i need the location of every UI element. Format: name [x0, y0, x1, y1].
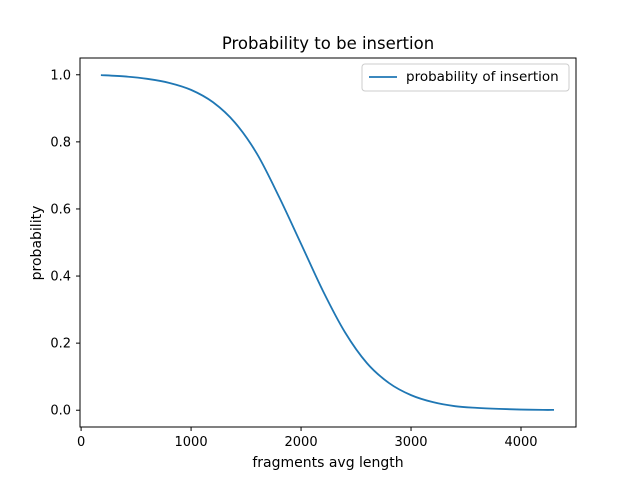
- plot-area: [79, 57, 577, 428]
- y-tick-label: 0.8: [50, 135, 71, 150]
- series-line-probability-of-insertion: [100, 74, 555, 411]
- y-tick-label: 1.0: [50, 68, 71, 83]
- legend: probability of insertion: [361, 63, 570, 92]
- y-tick-label: 0.4: [50, 270, 71, 285]
- y-axis-ticks: 0.0 0.2 0.4 0.6 0.8 1.0: [50, 68, 80, 419]
- chart-title: Probability to be insertion: [222, 34, 434, 53]
- y-axis-title: probability: [29, 206, 45, 281]
- x-tick-label: 0: [77, 435, 85, 450]
- legend-label: probability of insertion: [406, 69, 559, 85]
- y-tick-label: 0.6: [50, 202, 71, 217]
- y-tick-label: 0.0: [50, 404, 71, 419]
- y-tick-label: 0.2: [50, 337, 71, 352]
- x-tick-label: 1000: [175, 435, 208, 450]
- x-tick-label: 4000: [504, 435, 537, 450]
- legend-box: [361, 63, 570, 92]
- x-axis-ticks: 0 1000 2000 3000 4000: [77, 427, 538, 450]
- plot-frame: [79, 57, 577, 428]
- x-axis-title: fragments avg length: [252, 455, 403, 471]
- x-tick-label: 3000: [394, 435, 427, 450]
- x-tick-label: 2000: [285, 435, 318, 450]
